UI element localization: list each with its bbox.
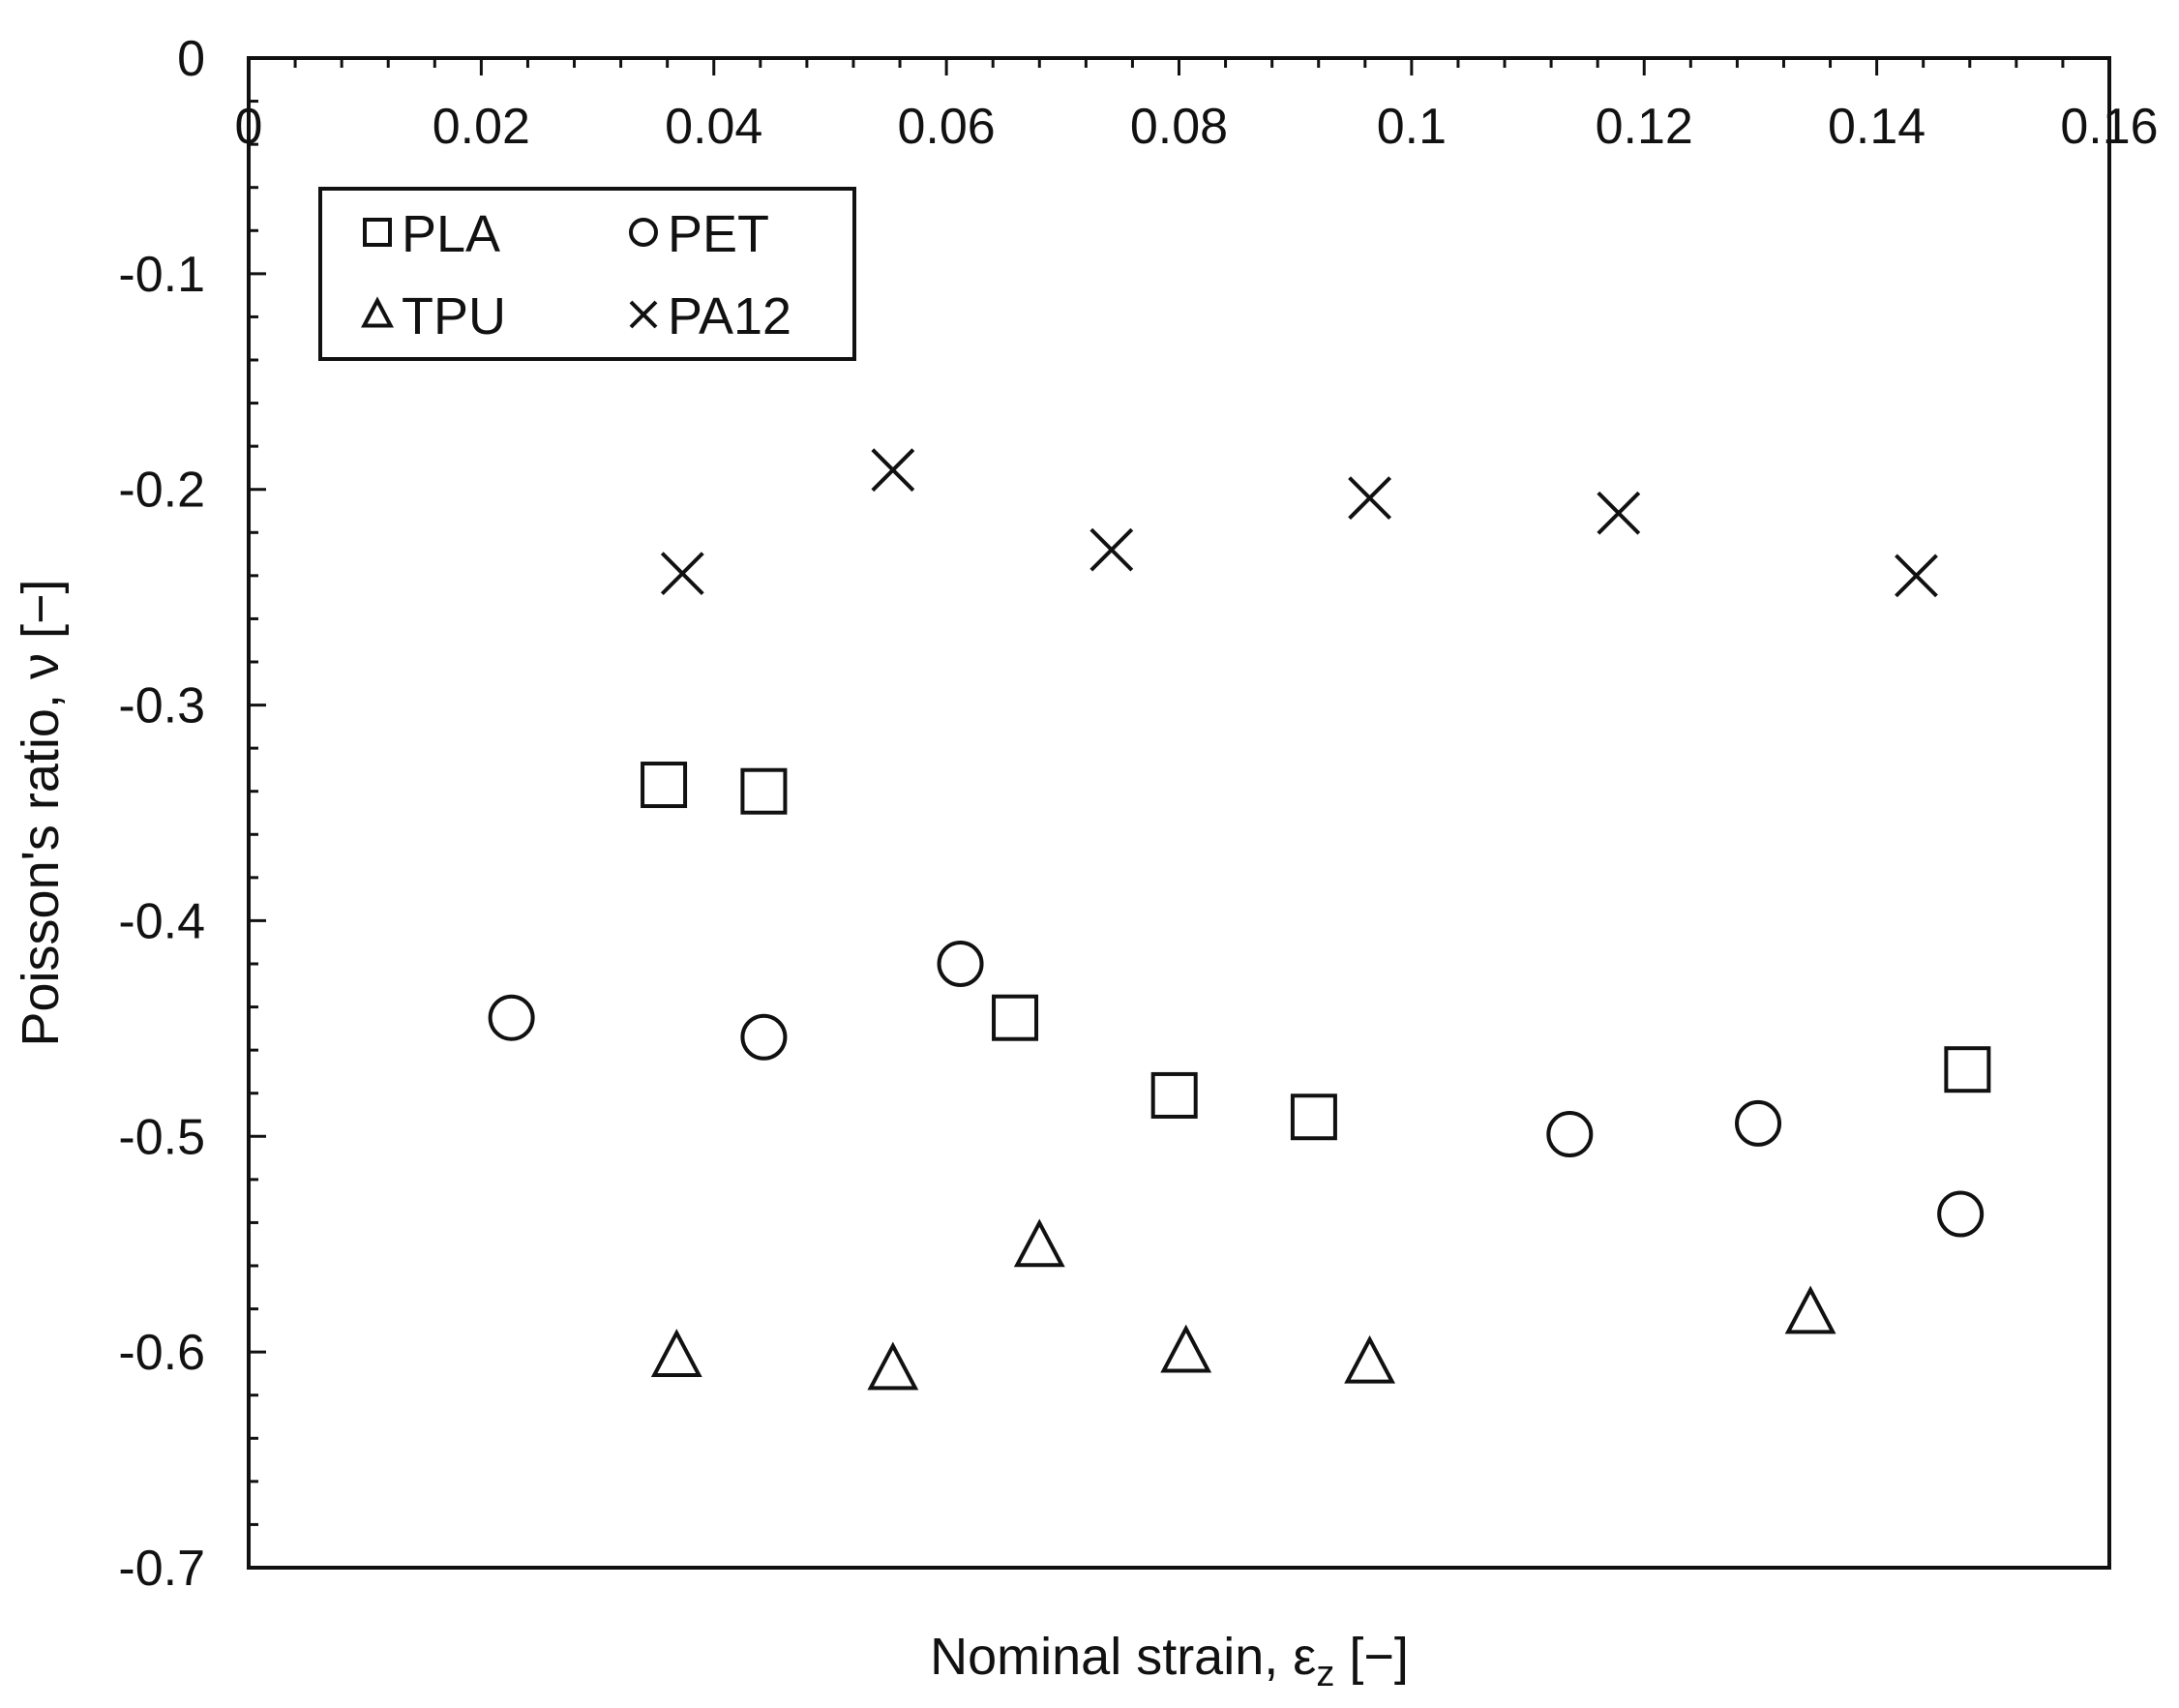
axis-ticks [247,56,2111,1570]
x-tick-label: 0.1 [1377,99,1447,155]
pet-point [1735,1099,1782,1147]
y-tick-label: -0.7 [118,1541,205,1597]
pla-point [1944,1046,1991,1094]
legend-item-pa12: PA12 [629,287,791,345]
legend-item-pet: PET [629,205,769,263]
y-tick-label: -0.1 [118,247,205,303]
x-axis-title-subscript: z [1316,1654,1334,1694]
legend-marker-pa12 [629,300,658,329]
legend-marker-pla [363,218,392,247]
y-tick-label: -0.4 [118,893,205,949]
pet-point [740,1013,788,1061]
x-tick-label: 0.16 [2060,99,2158,155]
data-markers [488,448,1991,1391]
tpu-point [1160,1324,1212,1373]
x-tick-label: 0 [235,99,263,155]
legend: PLA PET TPU PA12 [318,187,856,361]
pa12-point [1348,476,1392,521]
pa12-point [1895,554,1938,598]
x-tick-label: 0.08 [1130,99,1228,155]
tpu-point [867,1341,919,1391]
series-tpu [650,1218,1836,1391]
pa12-point [871,448,915,493]
x-axis-title: Nominal strain, εz [−] [930,1628,1409,1694]
series-pa12 [660,448,1938,598]
pet-point [937,941,984,987]
legend-marker-pet [629,218,658,247]
pa12-point [1090,527,1134,572]
x-tick-label: 0.14 [1828,99,1925,155]
x-tick-label: 0.04 [665,99,762,155]
y-tick-label: -0.6 [118,1325,205,1381]
series-pla [641,762,1991,1141]
legend-label: PET [668,205,769,263]
pla-point [740,767,788,815]
tpu-point [1013,1218,1065,1268]
tpu-point [1344,1334,1396,1384]
x-tick-label: 0.06 [898,99,996,155]
y-tick-label: -0.2 [118,463,205,519]
x-tick-label: 0.12 [1596,99,1693,155]
series-pet [488,941,1985,1238]
y-tick-label: 0 [177,31,205,87]
legend-label: PLA [402,205,500,263]
x-tick-label: 0.02 [433,99,530,155]
x-axis-title-suffix: [−] [1334,1628,1409,1686]
legend-item-pla: PLA [363,205,500,263]
tpu-point [650,1329,702,1377]
pla-point [641,762,688,809]
pla-point [1150,1071,1198,1119]
y-tick-label: -0.5 [118,1109,205,1165]
x-axis-title-main: Nominal strain, ε [930,1628,1316,1686]
pet-point [488,994,535,1041]
y-axis-title: Poisson's ratio, ν [−] [12,579,70,1046]
tpu-point [1784,1285,1836,1334]
pa12-point [1597,491,1641,535]
pa12-point [660,552,704,596]
x-tick-labels: 0 0.02 0.04 0.06 0.08 0.1 0.12 0.14 0.16 [235,99,2159,155]
pla-point [1290,1094,1337,1141]
pet-point [1937,1190,1985,1238]
legend-box [318,187,856,361]
legend-label: PA12 [668,287,791,345]
y-tick-labels: 0 -0.1 -0.2 -0.3 -0.4 -0.5 -0.6 -0.7 [118,31,205,1597]
legend-item-tpu: TPU [361,287,506,345]
pla-point [992,994,1039,1041]
legend-label: TPU [402,287,506,345]
y-tick-label: -0.3 [118,678,205,734]
legend-marker-tpu [361,296,394,328]
pet-point [1546,1111,1594,1158]
